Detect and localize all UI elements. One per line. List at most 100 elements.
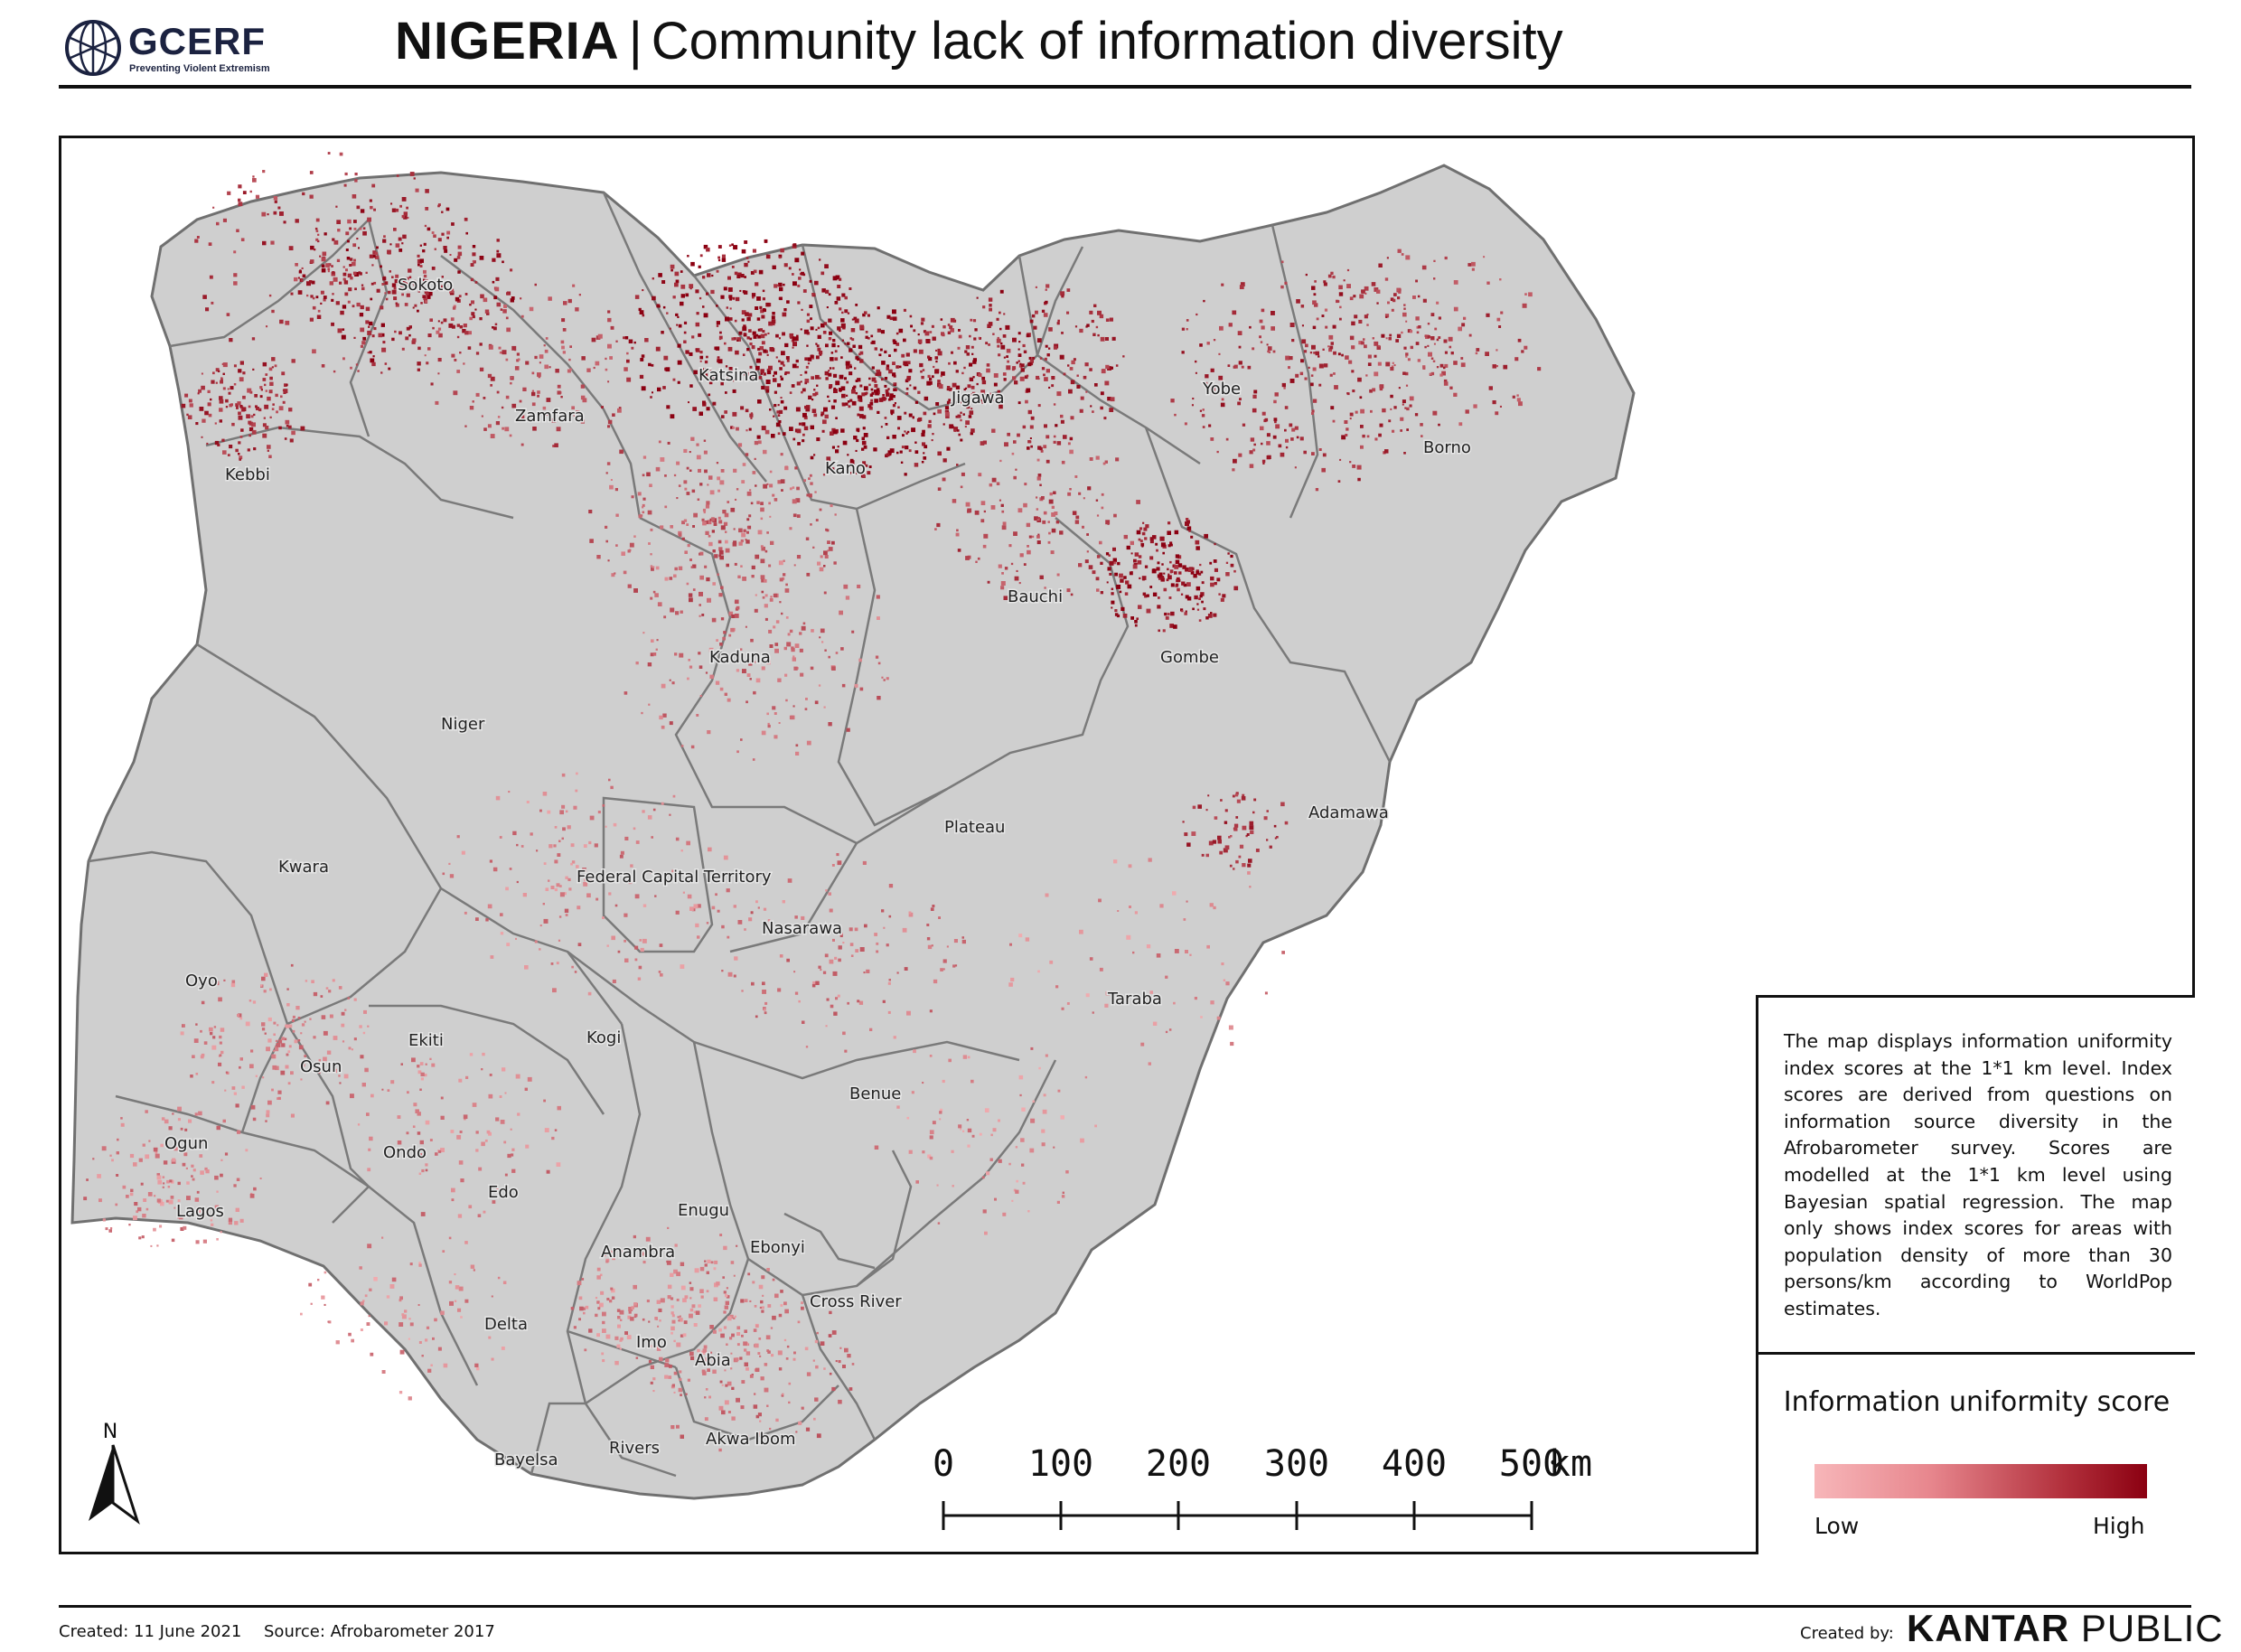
score-speckle [1026,388,1031,393]
score-speckle [842,1031,846,1036]
score-speckle [822,474,826,476]
score-speckle [1151,568,1157,574]
score-speckle [1420,423,1423,427]
score-speckle [239,405,243,408]
score-speckle [750,271,755,275]
score-speckle [1017,353,1022,357]
score-speckle [700,1295,704,1299]
score-speckle [967,508,972,513]
score-speckle [517,358,520,361]
score-speckle [1252,347,1255,351]
score-speckle [741,1334,744,1338]
score-speckle [837,994,840,998]
score-speckle [957,414,961,418]
score-speckle [791,384,795,388]
score-speckle [421,1169,425,1173]
score-speckle [756,317,761,321]
score-speckle [690,745,695,749]
score-speckle [820,411,825,416]
score-speckle [1017,401,1021,405]
score-speckle [687,544,690,548]
score-speckle [970,408,973,410]
score-speckle [1145,524,1149,529]
score-speckle [666,1260,669,1263]
score-speckle [1019,376,1025,381]
score-speckle [697,498,700,501]
score-speckle [492,280,495,284]
score-speckle [339,281,342,285]
score-speckle [809,279,812,283]
score-speckle [619,1347,622,1350]
score-speckle [747,260,750,263]
score-speckle [543,1099,546,1103]
score-speckle [857,378,861,382]
score-speckle [1029,1148,1035,1153]
score-speckle [456,256,461,259]
score-speckle [400,282,406,287]
score-speckle [450,1130,455,1133]
score-speckle [1312,367,1317,371]
score-speckle [986,1171,990,1176]
score-speckle [252,175,255,178]
score-speckle [1037,474,1042,477]
score-speckle [1389,333,1392,337]
score-speckle [973,337,977,341]
score-speckle [719,480,725,485]
score-speckle [1392,298,1396,303]
score-speckle [548,296,552,301]
score-speckle [992,1128,997,1132]
score-speckle [1170,611,1175,616]
score-speckle [924,331,930,336]
score-speckle [1188,568,1193,572]
score-speckle [1167,530,1171,535]
score-speckle [141,1235,145,1239]
score-speckle [1165,1030,1168,1034]
score-speckle [692,407,697,411]
score-speckle [876,942,879,945]
score-speckle [1315,351,1319,356]
score-speckle [961,936,964,939]
score-speckle [1178,571,1182,575]
score-speckle [610,325,614,330]
score-speckle [774,284,778,288]
score-speckle [775,422,781,427]
score-speckle [1113,859,1118,864]
score-speckle [689,1308,694,1312]
score-speckle [859,399,863,402]
state-label: Jigawa [951,389,1005,408]
score-speckle [1174,949,1179,953]
score-speckle [1385,337,1388,340]
score-speckle [789,487,792,491]
score-speckle [702,305,705,308]
score-speckle [858,399,861,402]
score-speckle [780,1290,783,1293]
score-speckle [818,965,821,969]
score-speckle [783,406,788,410]
score-speckle [214,1205,220,1209]
score-speckle [472,1103,477,1107]
score-speckle [1138,538,1141,541]
score-speckle [865,331,868,333]
score-speckle [525,1144,530,1149]
score-speckle [914,400,918,404]
score-speckle [927,944,933,950]
score-speckle [960,411,962,414]
score-speckle [962,1130,965,1132]
score-speckle [369,1136,373,1141]
country-outline [70,164,1636,1500]
score-speckle [816,1433,821,1439]
score-speckle [661,725,665,729]
score-speckle [354,287,357,291]
score-speckle [719,1234,723,1236]
score-speckle [957,346,961,350]
score-speckle [575,789,578,793]
score-speckle [1310,374,1314,377]
score-speckle [756,296,761,301]
score-speckle [408,268,412,273]
score-speckle [749,489,752,492]
score-speckle [382,341,386,344]
score-speckle [248,405,251,408]
score-speckle [384,1321,389,1326]
score-speckle [562,328,567,332]
score-speckle [1119,590,1122,594]
